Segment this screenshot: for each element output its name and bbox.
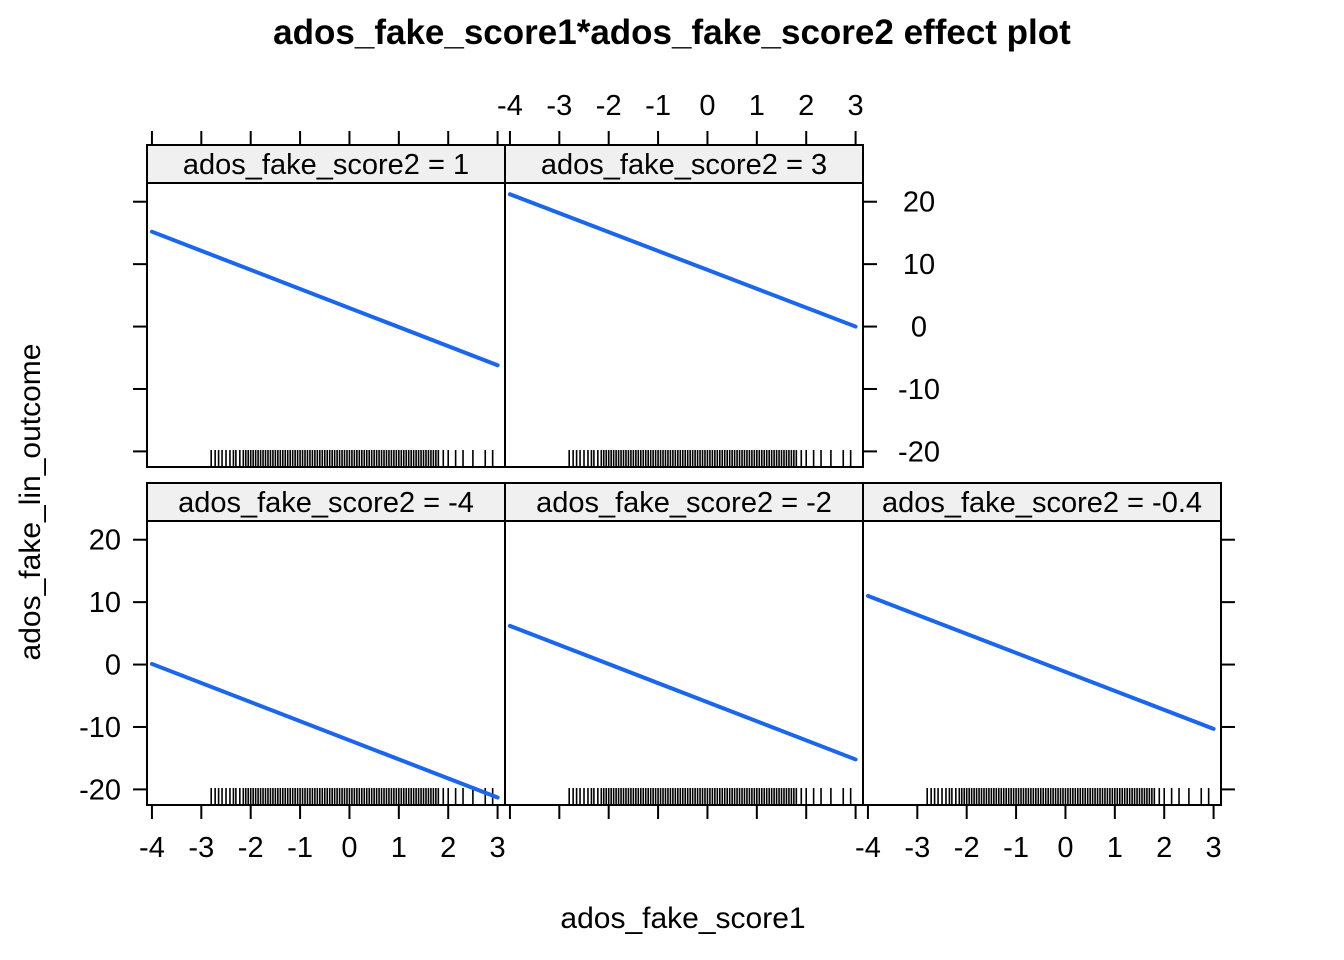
x-tick-label: 1	[391, 832, 407, 864]
y-tick-label: 0	[911, 312, 927, 344]
panel-frame	[146, 182, 506, 468]
panel-strip-label: ados_fake_score2 = -4	[178, 487, 474, 519]
x-tick-label: 3	[848, 90, 864, 122]
x-tick-label: -3	[904, 832, 930, 864]
panel-strip-label: ados_fake_score2 = -2	[536, 487, 832, 519]
x-tick-label: -2	[954, 832, 980, 864]
panel-grid: ados_fake_score2 = -4-4 -3 -2 -1 0 1 2 3-20-100…	[79, 90, 1235, 864]
x-tick-label: 2	[1156, 832, 1172, 864]
y-tick-label: 10	[903, 249, 935, 281]
panel-frame	[504, 182, 864, 468]
effect-line	[149, 661, 500, 800]
panel-strip	[504, 144, 864, 184]
y-tick-label: 0	[105, 650, 121, 682]
panel-frame	[146, 520, 506, 806]
x-tick-label: 3	[490, 832, 506, 864]
x-tick-label: -3	[546, 90, 572, 122]
effect-line	[149, 229, 500, 368]
effect-line	[507, 623, 858, 762]
panel-frame	[862, 520, 1222, 806]
x-tick-label: -1	[645, 90, 671, 122]
y-axis-label: ados_fake_lin_outcome	[14, 344, 47, 661]
y-tick-label: -20	[898, 436, 940, 468]
panel-frame	[504, 520, 864, 806]
panel-strip	[146, 482, 506, 522]
panel-strip	[504, 482, 864, 522]
y-tick-label: 20	[89, 525, 121, 557]
panel: ados_fake_score2 = 3-4 -3 -2 -1 0 1 2 3-20-1001…	[497, 90, 940, 468]
x-tick-label: 1	[749, 90, 765, 122]
y-tick-label: -10	[79, 712, 121, 744]
x-tick-label: 3	[1206, 832, 1222, 864]
x-tick-label: -4	[855, 832, 881, 864]
panel-strip-label: ados_fake_score2 = -0.4	[882, 487, 1202, 519]
y-tick-label: 10	[89, 587, 121, 619]
x-tick-label: -2	[596, 90, 622, 122]
y-tick-label: 20	[903, 187, 935, 219]
x-axis-label: ados_fake_score1	[560, 902, 805, 935]
x-tick-label: 0	[341, 832, 357, 864]
panel: ados_fake_score2 = -2	[504, 482, 864, 819]
x-tick-label: 2	[440, 832, 456, 864]
panel: ados_fake_score2 = -4-4 -3 -2 -1 0 1 2 3-20-100…	[79, 482, 506, 864]
panel: ados_fake_score2 = -0.4 -4 -3 -2 -1 0 1 2 3	[855, 482, 1235, 864]
x-tick-label: -4	[497, 90, 523, 122]
x-tick-label: -3	[188, 832, 214, 864]
panel-strip-label: ados_fake_score2 = 3	[541, 149, 827, 181]
chart-title: ados_fake_score1*ados_fake_score2 effect…	[273, 13, 1071, 52]
x-tick-label: 0	[1057, 832, 1073, 864]
x-tick-label: -1	[1003, 832, 1029, 864]
x-tick-label: -1	[287, 832, 313, 864]
panel: ados_fake_score2 = 1	[133, 131, 506, 468]
x-tick-label: -2	[238, 832, 264, 864]
x-tick-label: -4	[139, 832, 165, 864]
panel-strip	[146, 144, 506, 184]
y-tick-label: -10	[898, 374, 940, 406]
x-tick-label: 1	[1107, 832, 1123, 864]
x-tick-label: 2	[798, 90, 814, 122]
effect-line	[507, 192, 858, 329]
y-tick-label: -20	[79, 774, 121, 806]
panel-strip-label: ados_fake_score2 = 1	[183, 149, 469, 181]
effect-line	[865, 593, 1216, 731]
x-tick-label: 0	[699, 90, 715, 122]
